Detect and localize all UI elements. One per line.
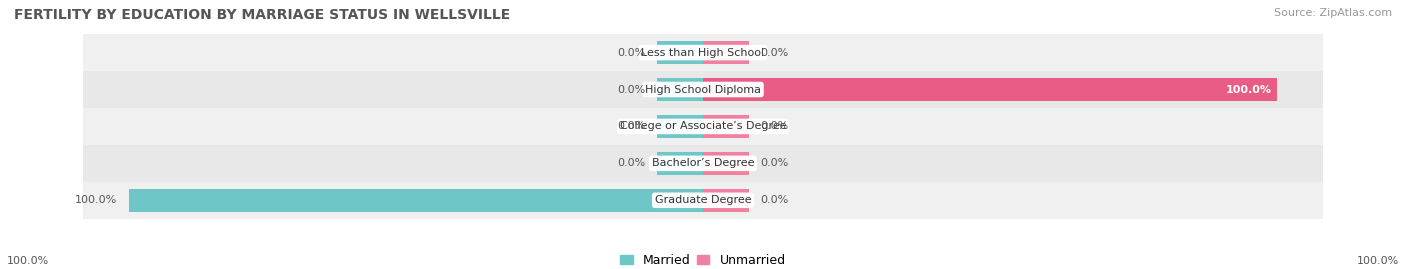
Bar: [83, 182, 1323, 219]
Text: 0.0%: 0.0%: [761, 121, 789, 132]
Bar: [657, 78, 703, 101]
Text: 100.0%: 100.0%: [75, 195, 117, 205]
Legend: Married, Unmarried: Married, Unmarried: [620, 254, 786, 267]
Bar: [703, 189, 749, 212]
Text: Less than High School: Less than High School: [641, 48, 765, 58]
Text: 0.0%: 0.0%: [617, 158, 645, 168]
Bar: [703, 78, 1277, 101]
Text: 100.0%: 100.0%: [7, 256, 49, 266]
Bar: [703, 152, 749, 175]
Bar: [83, 145, 1323, 182]
Text: 0.0%: 0.0%: [617, 84, 645, 94]
Text: 100.0%: 100.0%: [1357, 256, 1399, 266]
Text: Bachelor’s Degree: Bachelor’s Degree: [652, 158, 754, 168]
Text: 0.0%: 0.0%: [761, 158, 789, 168]
Bar: [703, 41, 749, 64]
Bar: [83, 34, 1323, 71]
Bar: [657, 41, 703, 64]
Text: 100.0%: 100.0%: [1226, 84, 1271, 94]
Bar: [129, 189, 703, 212]
Bar: [657, 152, 703, 175]
Text: Graduate Degree: Graduate Degree: [655, 195, 751, 205]
Text: 0.0%: 0.0%: [761, 48, 789, 58]
Bar: [83, 108, 1323, 145]
Text: FERTILITY BY EDUCATION BY MARRIAGE STATUS IN WELLSVILLE: FERTILITY BY EDUCATION BY MARRIAGE STATU…: [14, 8, 510, 22]
Bar: [703, 115, 749, 138]
Bar: [83, 71, 1323, 108]
Bar: [657, 115, 703, 138]
Text: 0.0%: 0.0%: [617, 121, 645, 132]
Text: 0.0%: 0.0%: [617, 48, 645, 58]
Text: College or Associate’s Degree: College or Associate’s Degree: [620, 121, 786, 132]
Text: 0.0%: 0.0%: [761, 195, 789, 205]
Text: Source: ZipAtlas.com: Source: ZipAtlas.com: [1274, 8, 1392, 18]
Text: High School Diploma: High School Diploma: [645, 84, 761, 94]
